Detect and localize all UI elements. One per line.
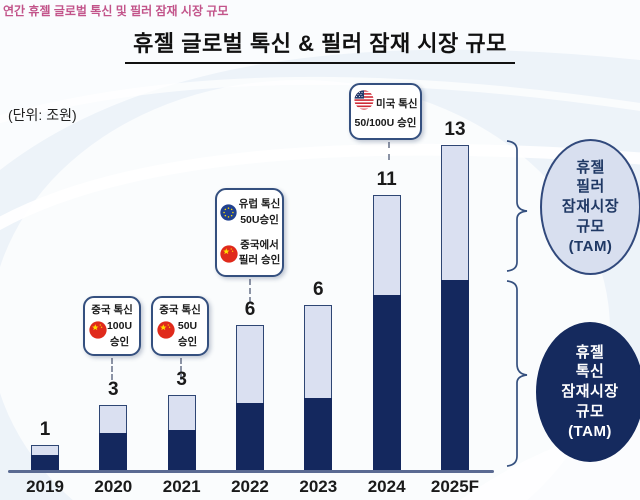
oval-line: 규모	[576, 217, 605, 235]
bar-total-label-2019: 1	[39, 419, 51, 440]
title-wrap: 휴젤 글로벌 톡신 & 필러 잠재 시장 규모	[0, 26, 640, 64]
callout-line: 50U	[177, 319, 198, 332]
bar-total-label-2023: 6	[313, 279, 324, 300]
toxin-tam-oval: 휴젤 톡신 잠재시장 규모 (TAM)	[536, 322, 640, 462]
bar-segment-toxin-2024	[372, 295, 401, 470]
callout-entry-europe: 유럽 톡신 50U승인	[217, 197, 282, 229]
callout-line: 승인	[109, 335, 130, 348]
bar-2023	[304, 305, 333, 470]
page-title: 휴젤 글로벌 톡신 & 필러 잠재 시장 규모	[125, 26, 515, 64]
bar-2021	[167, 395, 196, 470]
x-axis-label-2021: 2021	[162, 477, 201, 496]
callout-line: 필러 승인	[238, 254, 281, 267]
x-axis-label-2025F: 2025F	[430, 477, 480, 496]
bar-segment-filler-2021	[167, 395, 196, 430]
bar-total-label-2021: 3	[176, 369, 187, 390]
callout-europe-china: 유럽 톡신 50U승인 중국에서 필러 승인	[215, 188, 284, 277]
oval-line: 잠재시장	[561, 383, 619, 401]
bar-segment-filler-2023	[304, 305, 333, 398]
x-axis-label-2024: 2024	[367, 477, 406, 496]
callout-line: 중국에서	[240, 238, 279, 251]
bar-2022	[235, 325, 264, 470]
oval-line: 휴젤	[576, 158, 605, 176]
oval-line: (TAM)	[568, 237, 613, 255]
callout-connector	[249, 279, 251, 303]
callout-line: 승인	[177, 335, 198, 348]
callout-connector	[388, 142, 390, 160]
oval-line: 톡신	[575, 363, 605, 381]
callout-line: 중국 톡신	[159, 304, 201, 316]
bar-segment-toxin-2019	[31, 455, 59, 470]
bar-segment-filler-2019	[31, 445, 59, 455]
oval-line: (TAM)	[568, 422, 612, 440]
bar-total-label-2020: 3	[108, 379, 119, 400]
bar-2024	[372, 195, 401, 470]
callout-china-toxin-50u: 중국 톡신 50U 승인	[151, 296, 209, 356]
bar-segment-filler-2022	[235, 325, 264, 403]
bar-segment-filler-2024	[372, 195, 401, 295]
bar-total-label-2022: 6	[244, 299, 256, 320]
callout-entry-china: 중국에서 필러 승인	[217, 238, 282, 270]
callout-line: 50/100U 승인	[354, 116, 417, 129]
unit-label: (단위: 조원)	[8, 107, 77, 123]
filler-tam-oval: 휴젤 필러 잠재시장 규모 (TAM)	[540, 139, 640, 275]
bar-segment-filler-2020	[99, 405, 128, 433]
callout-china-toxin-100u: 중국 톡신 100U 승인	[83, 296, 141, 356]
bar-2020	[99, 405, 128, 470]
bar-total-label-2025F: 13	[444, 119, 466, 140]
china-flag-icon	[157, 321, 175, 345]
x-axis-label-2023: 2023	[299, 477, 338, 496]
oval-line: 잠재시장	[561, 198, 620, 216]
china-flag-icon	[89, 321, 107, 345]
callout-line: 유럽 톡신	[238, 198, 281, 210]
callout-line: 중국 톡신	[91, 304, 133, 316]
x-axis-line	[8, 470, 494, 473]
callout-connector	[111, 358, 113, 380]
callout-connector	[180, 358, 182, 380]
article-caption: 연간 휴젤 글로벌 톡신 및 필러 잠재 시장 규모	[3, 4, 229, 18]
x-axis-label-2020: 2020	[94, 477, 133, 496]
callout-line: 50U승인	[240, 213, 279, 226]
bar-2025F	[440, 145, 469, 470]
x-axis-label-2019: 2019	[26, 477, 64, 496]
oval-line: 규모	[575, 402, 605, 420]
bar-segment-filler-2025F	[440, 145, 469, 280]
eu-flag-icon	[220, 204, 237, 227]
bar-segment-toxin-2020	[99, 432, 128, 470]
x-axis-label-2022: 2022	[231, 477, 269, 496]
bar-total-label-2024: 11	[376, 169, 397, 190]
oval-line: 필러	[576, 178, 605, 196]
bar-segment-toxin-2023	[304, 397, 333, 470]
bar-segment-toxin-2022	[235, 402, 264, 470]
bar-segment-toxin-2025F	[440, 280, 469, 470]
bar-2019	[31, 445, 59, 470]
callout-line: 미국 톡신	[376, 98, 418, 110]
oval-line: 휴젤	[575, 343, 605, 361]
us-flag-icon	[354, 90, 374, 116]
china-flag-icon	[220, 244, 238, 269]
callout-line: 100U	[106, 319, 133, 332]
callout-us-toxin: 미국 톡신 50/100U 승인	[349, 83, 422, 140]
bar-segment-toxin-2021	[167, 430, 196, 470]
